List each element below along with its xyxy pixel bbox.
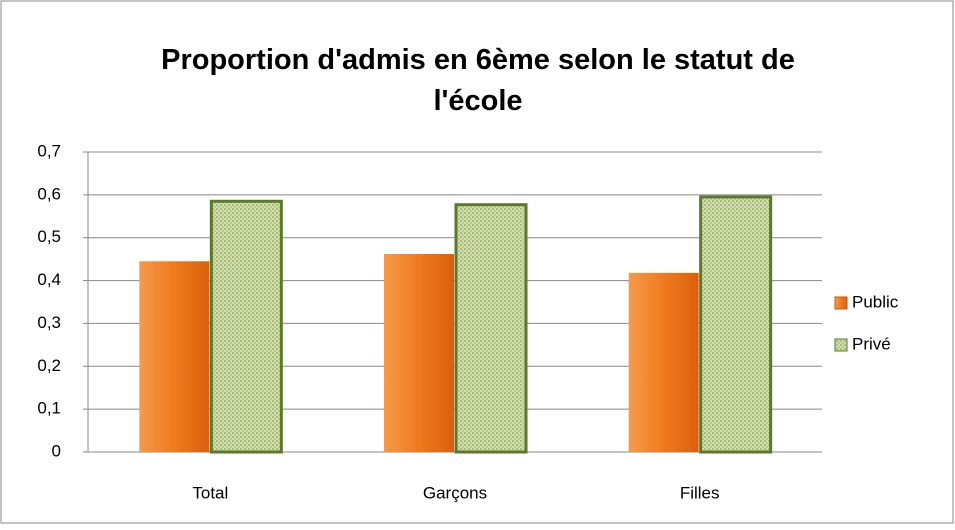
x-tick-label: Filles bbox=[680, 483, 720, 502]
y-tick-label: 0,3 bbox=[37, 313, 61, 332]
y-tick-label: 0,1 bbox=[37, 399, 61, 418]
bar bbox=[454, 203, 528, 454]
y-tick-label: 0,7 bbox=[37, 141, 61, 160]
bar bbox=[699, 195, 773, 454]
legend-swatch bbox=[834, 296, 848, 310]
y-tick-label: 0,4 bbox=[37, 270, 61, 289]
bar bbox=[384, 254, 454, 452]
bar bbox=[628, 272, 699, 452]
x-tick-label: Garçons bbox=[423, 483, 487, 502]
bar bbox=[209, 199, 283, 454]
x-tick-label: Total bbox=[192, 483, 228, 502]
legend-label: Public bbox=[852, 292, 899, 311]
y-tick-label: 0,5 bbox=[37, 227, 61, 246]
bar bbox=[139, 261, 210, 452]
y-tick-label: 0 bbox=[52, 441, 61, 460]
chart-title: Proportion d'admis en 6ème selon le stat… bbox=[161, 44, 795, 117]
y-tick-label: 0,2 bbox=[37, 356, 61, 375]
y-tick-label: 0,6 bbox=[37, 184, 61, 203]
legend-label: Privé bbox=[852, 334, 891, 353]
legend-swatch bbox=[834, 338, 848, 352]
